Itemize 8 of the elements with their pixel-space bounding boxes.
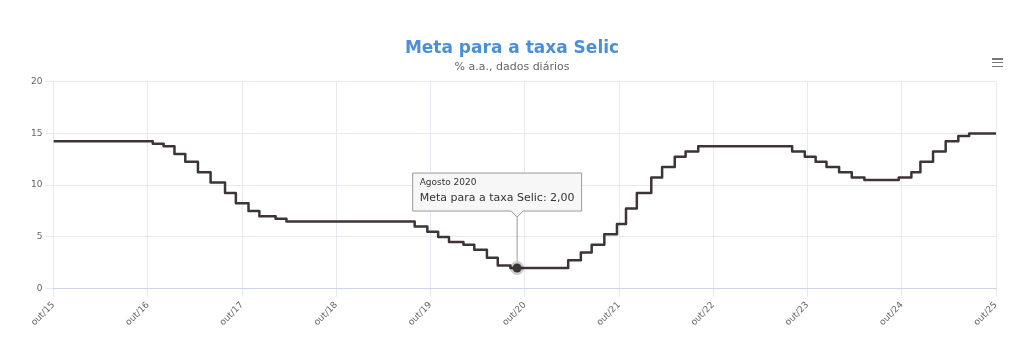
- y-tick-label: 5: [36, 231, 43, 242]
- y-tick-label: 0: [36, 283, 43, 294]
- y-tick-label: 10: [31, 179, 43, 190]
- y-tick-label: 20: [31, 75, 43, 86]
- chart-title: Meta para a taxa Selic: [404, 36, 620, 57]
- annotation: Agosto 2020 Meta para a taxa Selic: 2,00: [419, 176, 575, 205]
- y-tick-label: 15: [31, 127, 43, 138]
- chart-subtitle: % a.a., dados diários: [454, 59, 570, 73]
